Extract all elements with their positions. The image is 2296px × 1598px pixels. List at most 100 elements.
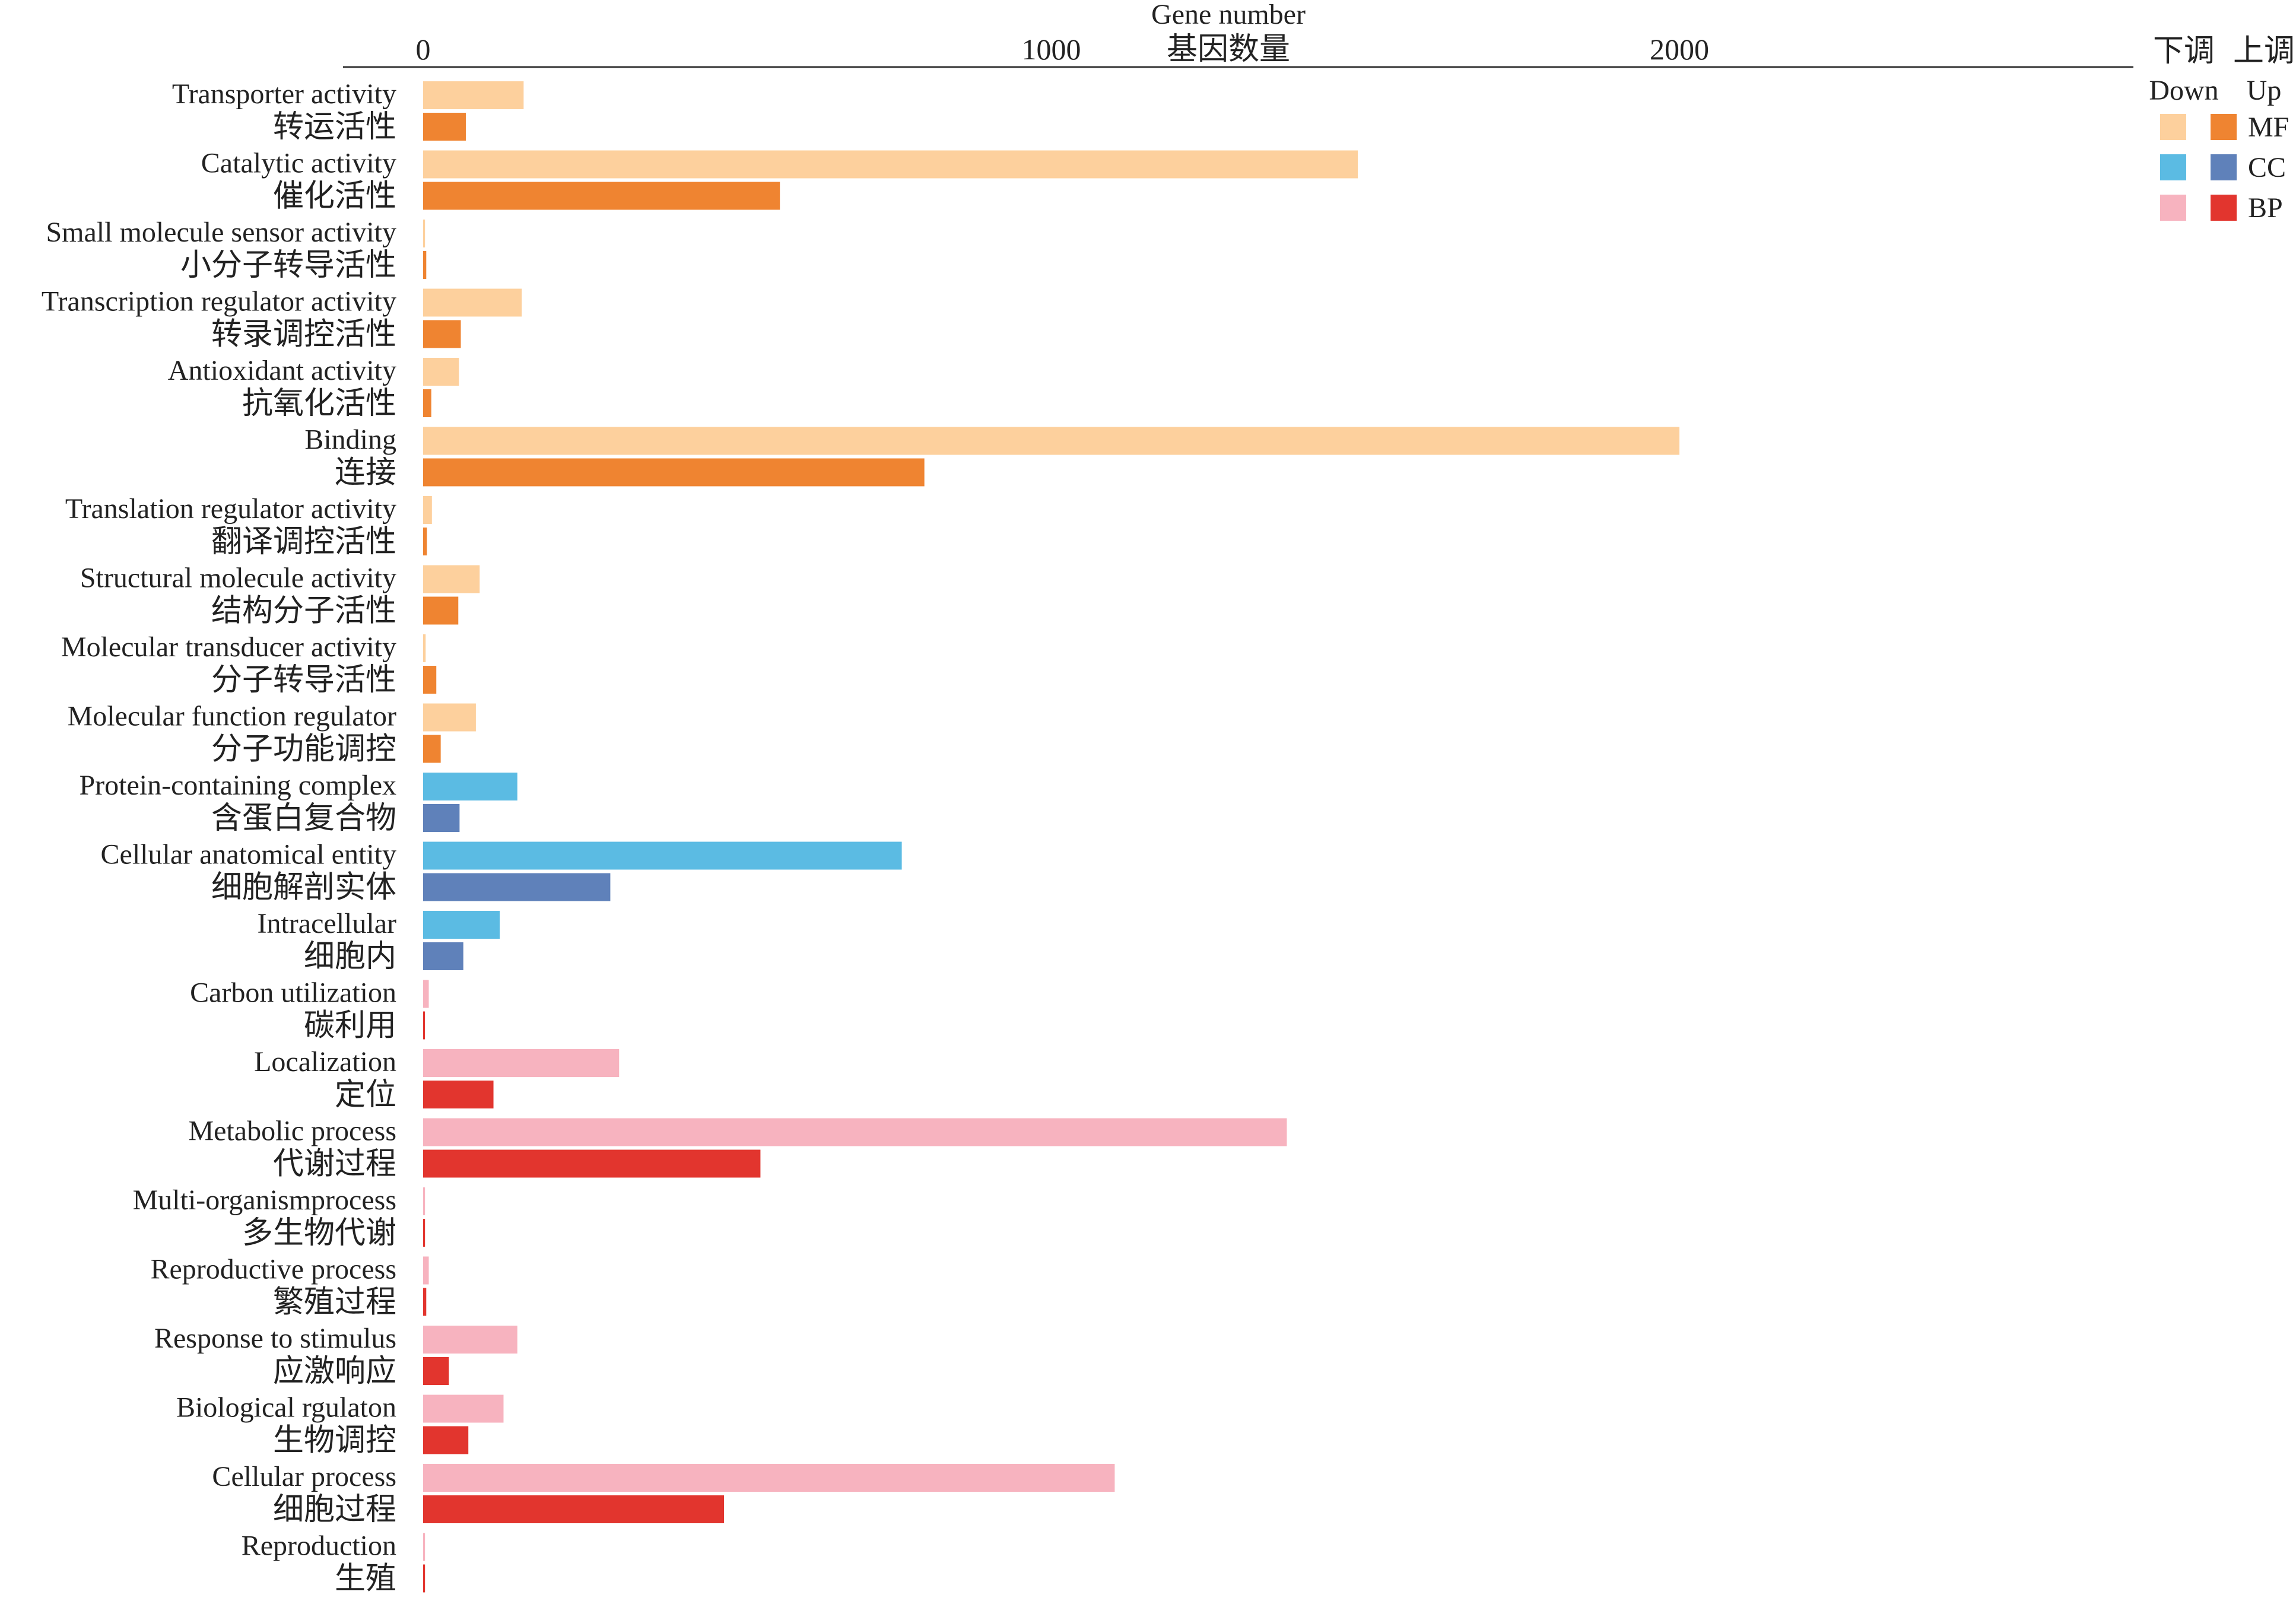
bar-down — [423, 1256, 429, 1285]
bar-up — [423, 389, 431, 417]
x-tick-labels: 0 1000 2000 — [416, 33, 1710, 66]
bar-up — [423, 1357, 449, 1385]
category-label-en: Translation regulator activity — [65, 493, 396, 525]
x-tick-label: 0 — [416, 33, 431, 66]
category-label-cn: 代谢过程 — [273, 1148, 396, 1181]
bar-down — [423, 1464, 1115, 1492]
category-label-en: Biological rgulaton — [176, 1392, 396, 1424]
bar-up — [423, 1426, 469, 1454]
legend-label: CC — [2248, 152, 2286, 183]
bar-down — [423, 1394, 504, 1423]
bar-up — [423, 1149, 761, 1178]
category-label-en: Cellular process — [212, 1461, 396, 1492]
category-label-en: Intracellular — [257, 908, 396, 939]
category-label-cn: 繁殖过程 — [273, 1286, 396, 1320]
category-label-cn: 结构分子活性 — [211, 595, 396, 628]
legend-label: BP — [2248, 192, 2283, 224]
bar-down — [423, 1049, 620, 1077]
category-label-en: Small molecule sensor activity — [46, 217, 396, 248]
category-label-en: Reproductive process — [150, 1254, 396, 1285]
legend-swatch-up — [2211, 154, 2237, 180]
bar-up — [423, 1495, 725, 1523]
bar-down — [423, 911, 500, 939]
category-label-en: Antioxidant activity — [168, 355, 396, 386]
bars — [423, 81, 1679, 1593]
category-label-en: Molecular transducer activity — [61, 631, 396, 663]
bar-up — [423, 458, 925, 487]
legend-swatch-down — [2160, 114, 2186, 140]
legend-header-en: Up — [2247, 75, 2282, 106]
category-label-en: Reproduction — [242, 1530, 396, 1562]
category-label-en: Multi-organismprocess — [133, 1184, 396, 1216]
bar-up — [423, 1011, 425, 1040]
legend-swatch-down — [2160, 195, 2186, 221]
category-label-en: Transcription regulator activity — [42, 286, 396, 317]
bar-up — [423, 666, 437, 694]
category-label-en: Localization — [254, 1046, 396, 1078]
category-label-cn: 定位 — [335, 1078, 396, 1112]
x-axis: Gene number 基因数量 0 1000 2000 — [343, 0, 2133, 68]
category-label-cn: 生物调控 — [273, 1424, 396, 1458]
category-label-cn: 细胞解剖实体 — [211, 871, 396, 905]
legend-swatch-down — [2160, 154, 2186, 180]
x-tick-label: 2000 — [1650, 33, 1709, 66]
category-label-cn: 转录调控活性 — [211, 318, 396, 352]
bar-down — [423, 980, 429, 1008]
bar-down — [423, 703, 476, 732]
legend-swatch-up — [2211, 195, 2237, 221]
bar-up — [423, 942, 463, 970]
bar-down — [423, 1326, 517, 1354]
bar-down — [423, 773, 517, 800]
bar-up — [423, 735, 441, 763]
category-label-en: Cellular anatomical entity — [101, 839, 397, 871]
bar-down — [423, 841, 902, 870]
bar-up — [423, 804, 460, 832]
axis-title-cn: 基因数量 — [1167, 33, 1290, 66]
category-label-en: Catalytic activity — [201, 148, 396, 179]
category-label-cn: 细胞内 — [304, 940, 396, 974]
category-label-cn: 翻译调控活性 — [211, 525, 396, 559]
category-label-cn: 小分子转导活性 — [180, 249, 396, 282]
bar-down — [423, 1533, 425, 1561]
bar-down — [423, 220, 425, 247]
legend-label: MF — [2248, 112, 2289, 143]
category-label-en: Metabolic process — [188, 1116, 396, 1147]
legend-header-cn: 下调 — [2153, 34, 2215, 68]
bar-down — [423, 1187, 425, 1215]
bar-up — [423, 873, 611, 901]
category-label-en: Protein-containing complex — [79, 770, 396, 801]
category-label-cn: 含蛋白复合物 — [211, 802, 396, 835]
bar-up — [423, 528, 427, 555]
bar-up — [423, 1288, 427, 1316]
category-label-en: Binding — [304, 424, 396, 456]
bar-up — [423, 113, 466, 141]
bar-down — [423, 81, 524, 109]
category-label-cn: 分子转导活性 — [211, 663, 396, 697]
category-label-cn: 碳利用 — [304, 1009, 396, 1043]
legend-header-cn: 上调 — [2233, 34, 2295, 68]
category-label-en: Transporter activity — [172, 78, 396, 110]
category-label-cn: 转运活性 — [273, 110, 396, 144]
bar-up — [423, 1564, 425, 1593]
bar-up — [423, 1219, 425, 1247]
axis-title-en: Gene number — [1151, 0, 1306, 30]
legend-swatch-up — [2211, 114, 2237, 140]
bar-down — [423, 150, 1358, 179]
category-label-cn: 应激响应 — [273, 1355, 396, 1389]
bar-up — [423, 182, 780, 210]
legend-header-en: Down — [2149, 75, 2218, 106]
category-label-en: Carbon utilization — [190, 977, 396, 1009]
bar-down — [423, 427, 1679, 455]
category-label-cn: 生殖 — [335, 1562, 396, 1596]
category-label-en: Molecular function regulator — [68, 701, 396, 732]
bar-down — [423, 565, 480, 593]
bar-up — [423, 320, 461, 348]
category-label-cn: 分子功能调控 — [211, 733, 396, 767]
category-label-en: Structural molecule activity — [80, 563, 396, 594]
bar-up — [423, 596, 459, 625]
legend: 下调 Down 上调 Up MF CC BP — [2149, 34, 2295, 224]
bar-down — [423, 288, 522, 317]
category-label-cn: 抗氧化活性 — [242, 387, 396, 421]
